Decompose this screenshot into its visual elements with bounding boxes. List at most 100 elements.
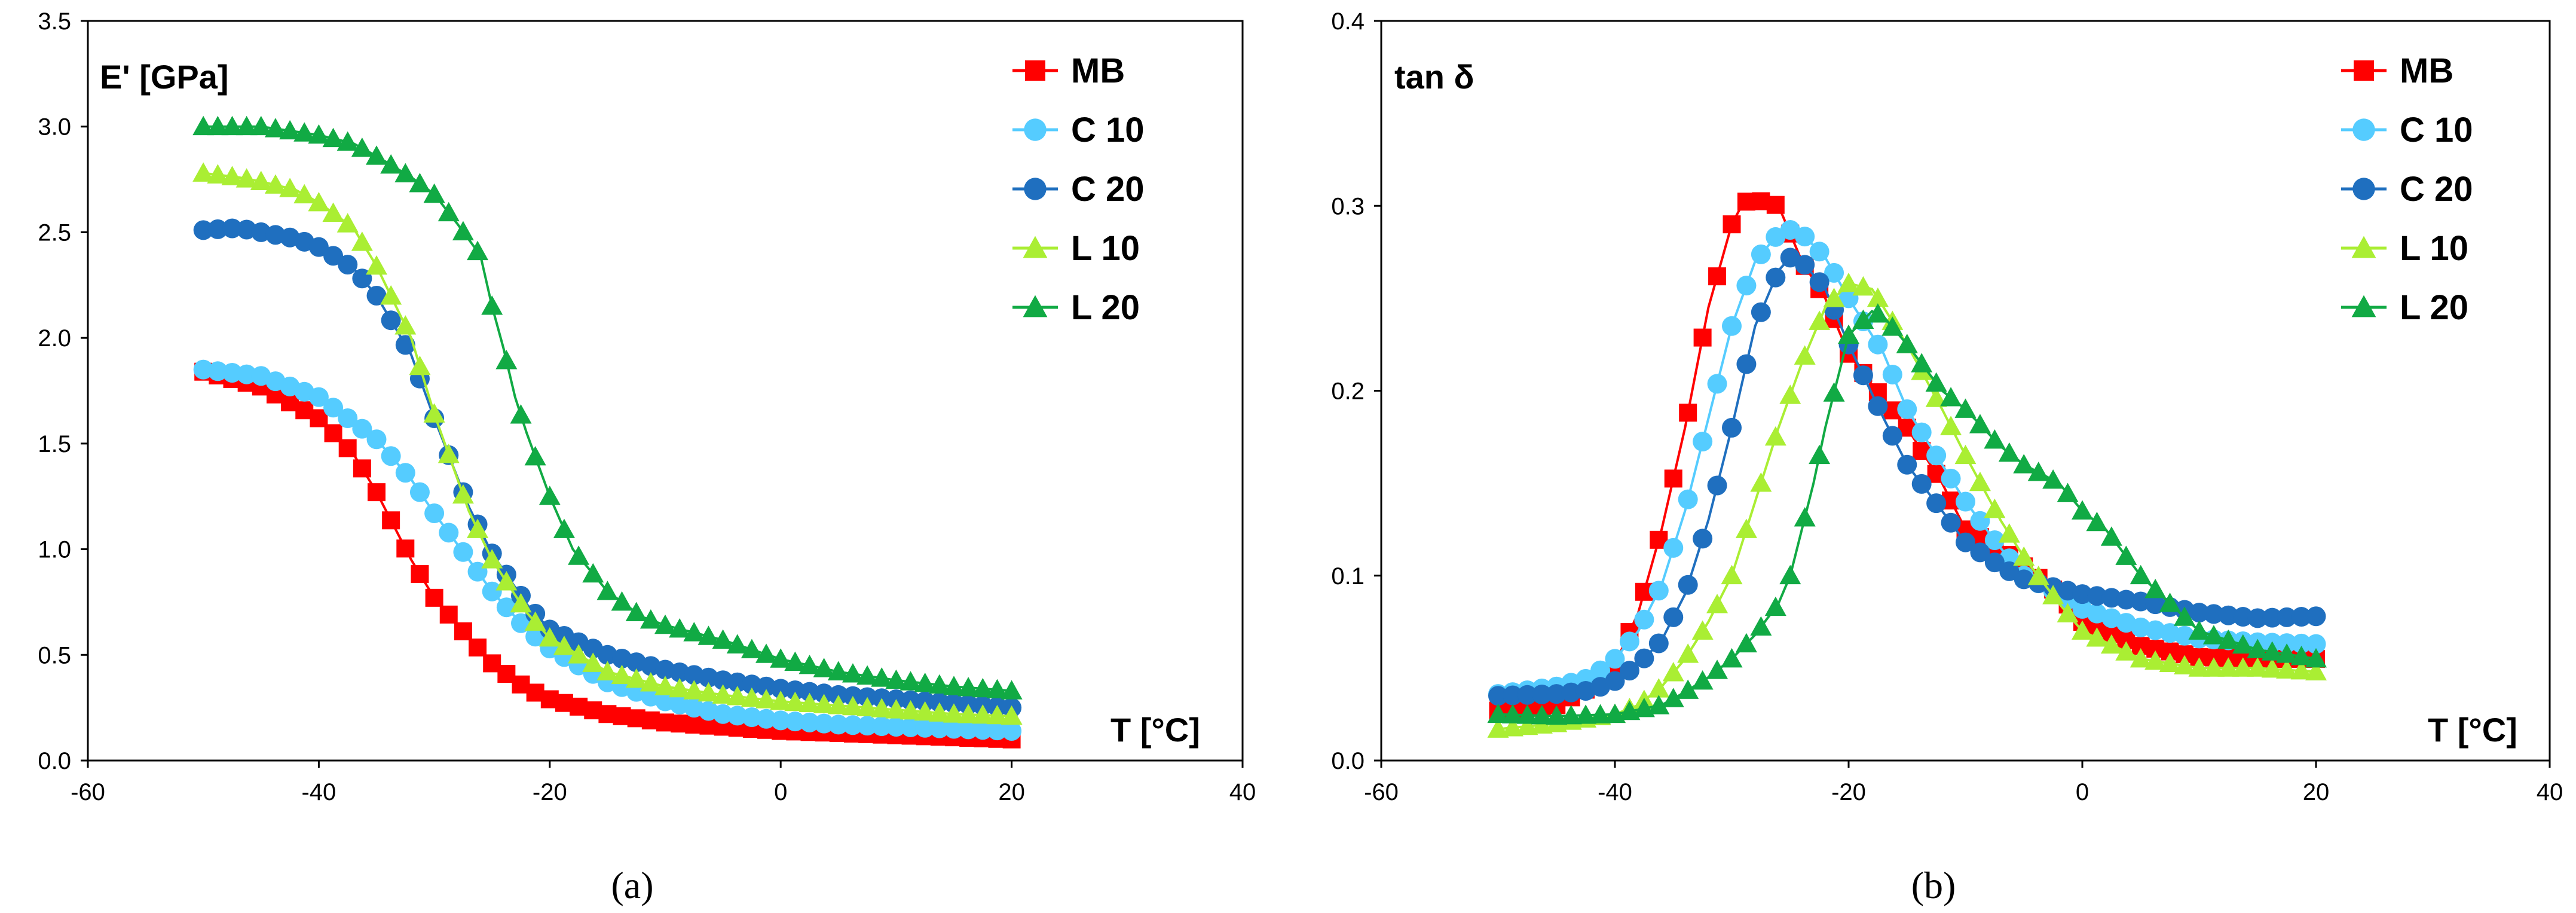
data-point xyxy=(524,611,546,631)
data-point xyxy=(395,335,415,355)
data-point xyxy=(2174,606,2196,626)
data-point xyxy=(308,387,329,407)
data-point xyxy=(871,667,893,687)
legend-marker xyxy=(2351,295,2376,317)
data-point xyxy=(425,588,443,607)
data-point xyxy=(2202,657,2225,677)
panel-b-chart: -60 -40 -20 0 20 40 0.0 0.1 0.2 0.3 0.4 tan δ T [°… xyxy=(1331,8,2563,906)
series-l-10 xyxy=(1487,273,2327,738)
legend-label: MB xyxy=(2400,51,2453,90)
data-point xyxy=(669,677,691,698)
data-point xyxy=(2144,650,2167,670)
legend-marker xyxy=(2354,60,2374,81)
data-point xyxy=(1721,648,1743,668)
data-point xyxy=(1999,561,2020,581)
data-point xyxy=(856,697,879,717)
y-tick-label: 2.0 xyxy=(38,325,71,352)
legend-item: L 20 xyxy=(1012,288,1140,327)
data-point xyxy=(1619,661,1639,681)
data-point xyxy=(1998,442,2020,462)
data-point xyxy=(727,706,748,726)
data-point xyxy=(366,145,387,165)
data-point xyxy=(1779,384,1801,404)
data-point xyxy=(395,463,415,483)
data-point xyxy=(1501,717,1523,737)
data-point xyxy=(784,691,806,712)
data-point xyxy=(2276,643,2298,663)
data-point xyxy=(1722,417,1742,438)
data-point xyxy=(1736,276,1757,296)
data-point xyxy=(524,445,546,466)
data-point xyxy=(625,601,647,621)
data-point xyxy=(726,634,748,654)
data-point xyxy=(1736,354,1757,374)
data-point xyxy=(1809,444,1831,465)
legend-label: C 20 xyxy=(1071,170,1145,209)
data-point xyxy=(1764,426,1786,446)
data-point xyxy=(814,713,834,734)
panel-b-caption: (b) xyxy=(1911,864,1956,906)
data-point xyxy=(2232,634,2254,654)
data-point xyxy=(1925,387,1947,407)
data-point xyxy=(1779,564,1801,585)
data-point xyxy=(1766,196,1785,214)
data-point xyxy=(843,715,863,735)
data-point xyxy=(380,154,402,174)
data-point xyxy=(2086,511,2108,532)
data-point xyxy=(928,702,950,722)
legend-marker xyxy=(1025,60,1045,81)
data-point xyxy=(1882,364,1902,384)
data-point xyxy=(1516,704,1538,724)
data-point xyxy=(640,609,662,629)
x-tick-label: -20 xyxy=(1831,779,1866,805)
data-point xyxy=(423,403,445,423)
data-point xyxy=(1956,491,1975,512)
panel-b-y-axis-label: tan δ xyxy=(1394,58,1474,96)
data-point xyxy=(2145,594,2165,615)
data-point xyxy=(1001,705,1023,725)
data-point xyxy=(611,664,633,685)
data-point xyxy=(1881,316,1904,336)
y-tick-label: 0.5 xyxy=(38,642,71,668)
data-point xyxy=(1693,529,1713,549)
y-tick-label: 0.4 xyxy=(1331,8,1365,35)
data-point xyxy=(582,563,604,583)
data-point xyxy=(986,679,1008,699)
data-point xyxy=(221,115,243,136)
data-point xyxy=(986,704,1008,725)
data-point xyxy=(1648,678,1670,698)
data-point xyxy=(1750,472,1772,492)
data-point xyxy=(2100,634,2122,654)
data-point xyxy=(2027,566,2049,585)
data-point xyxy=(1664,469,1682,488)
data-point xyxy=(756,709,776,729)
data-point xyxy=(2115,641,2137,661)
data-point xyxy=(235,168,258,188)
data-point xyxy=(2145,620,2165,640)
data-point xyxy=(279,120,301,140)
data-point xyxy=(987,720,1007,741)
y-tick-label: 0.0 xyxy=(1331,748,1365,774)
data-point xyxy=(1648,581,1669,601)
data-point xyxy=(264,174,286,194)
data-point xyxy=(2204,604,2224,624)
data-point xyxy=(1663,538,1684,558)
data-point xyxy=(857,716,877,736)
data-point xyxy=(553,636,575,655)
data-point xyxy=(1605,649,1625,669)
data-point xyxy=(972,720,993,740)
data-point xyxy=(958,719,978,740)
data-point xyxy=(1002,721,1022,741)
data-point xyxy=(1707,475,1727,496)
legend-label: C 10 xyxy=(1071,111,1145,149)
x-tick-label: 40 xyxy=(2537,779,2563,805)
data-point xyxy=(2042,585,2064,604)
y-tick-label: 3.0 xyxy=(38,114,71,141)
y-tick-label: 2.5 xyxy=(38,219,71,246)
data-point xyxy=(785,712,805,732)
data-point xyxy=(2027,462,2049,481)
data-point xyxy=(611,591,633,611)
data-point xyxy=(511,613,531,633)
data-point xyxy=(368,483,386,502)
